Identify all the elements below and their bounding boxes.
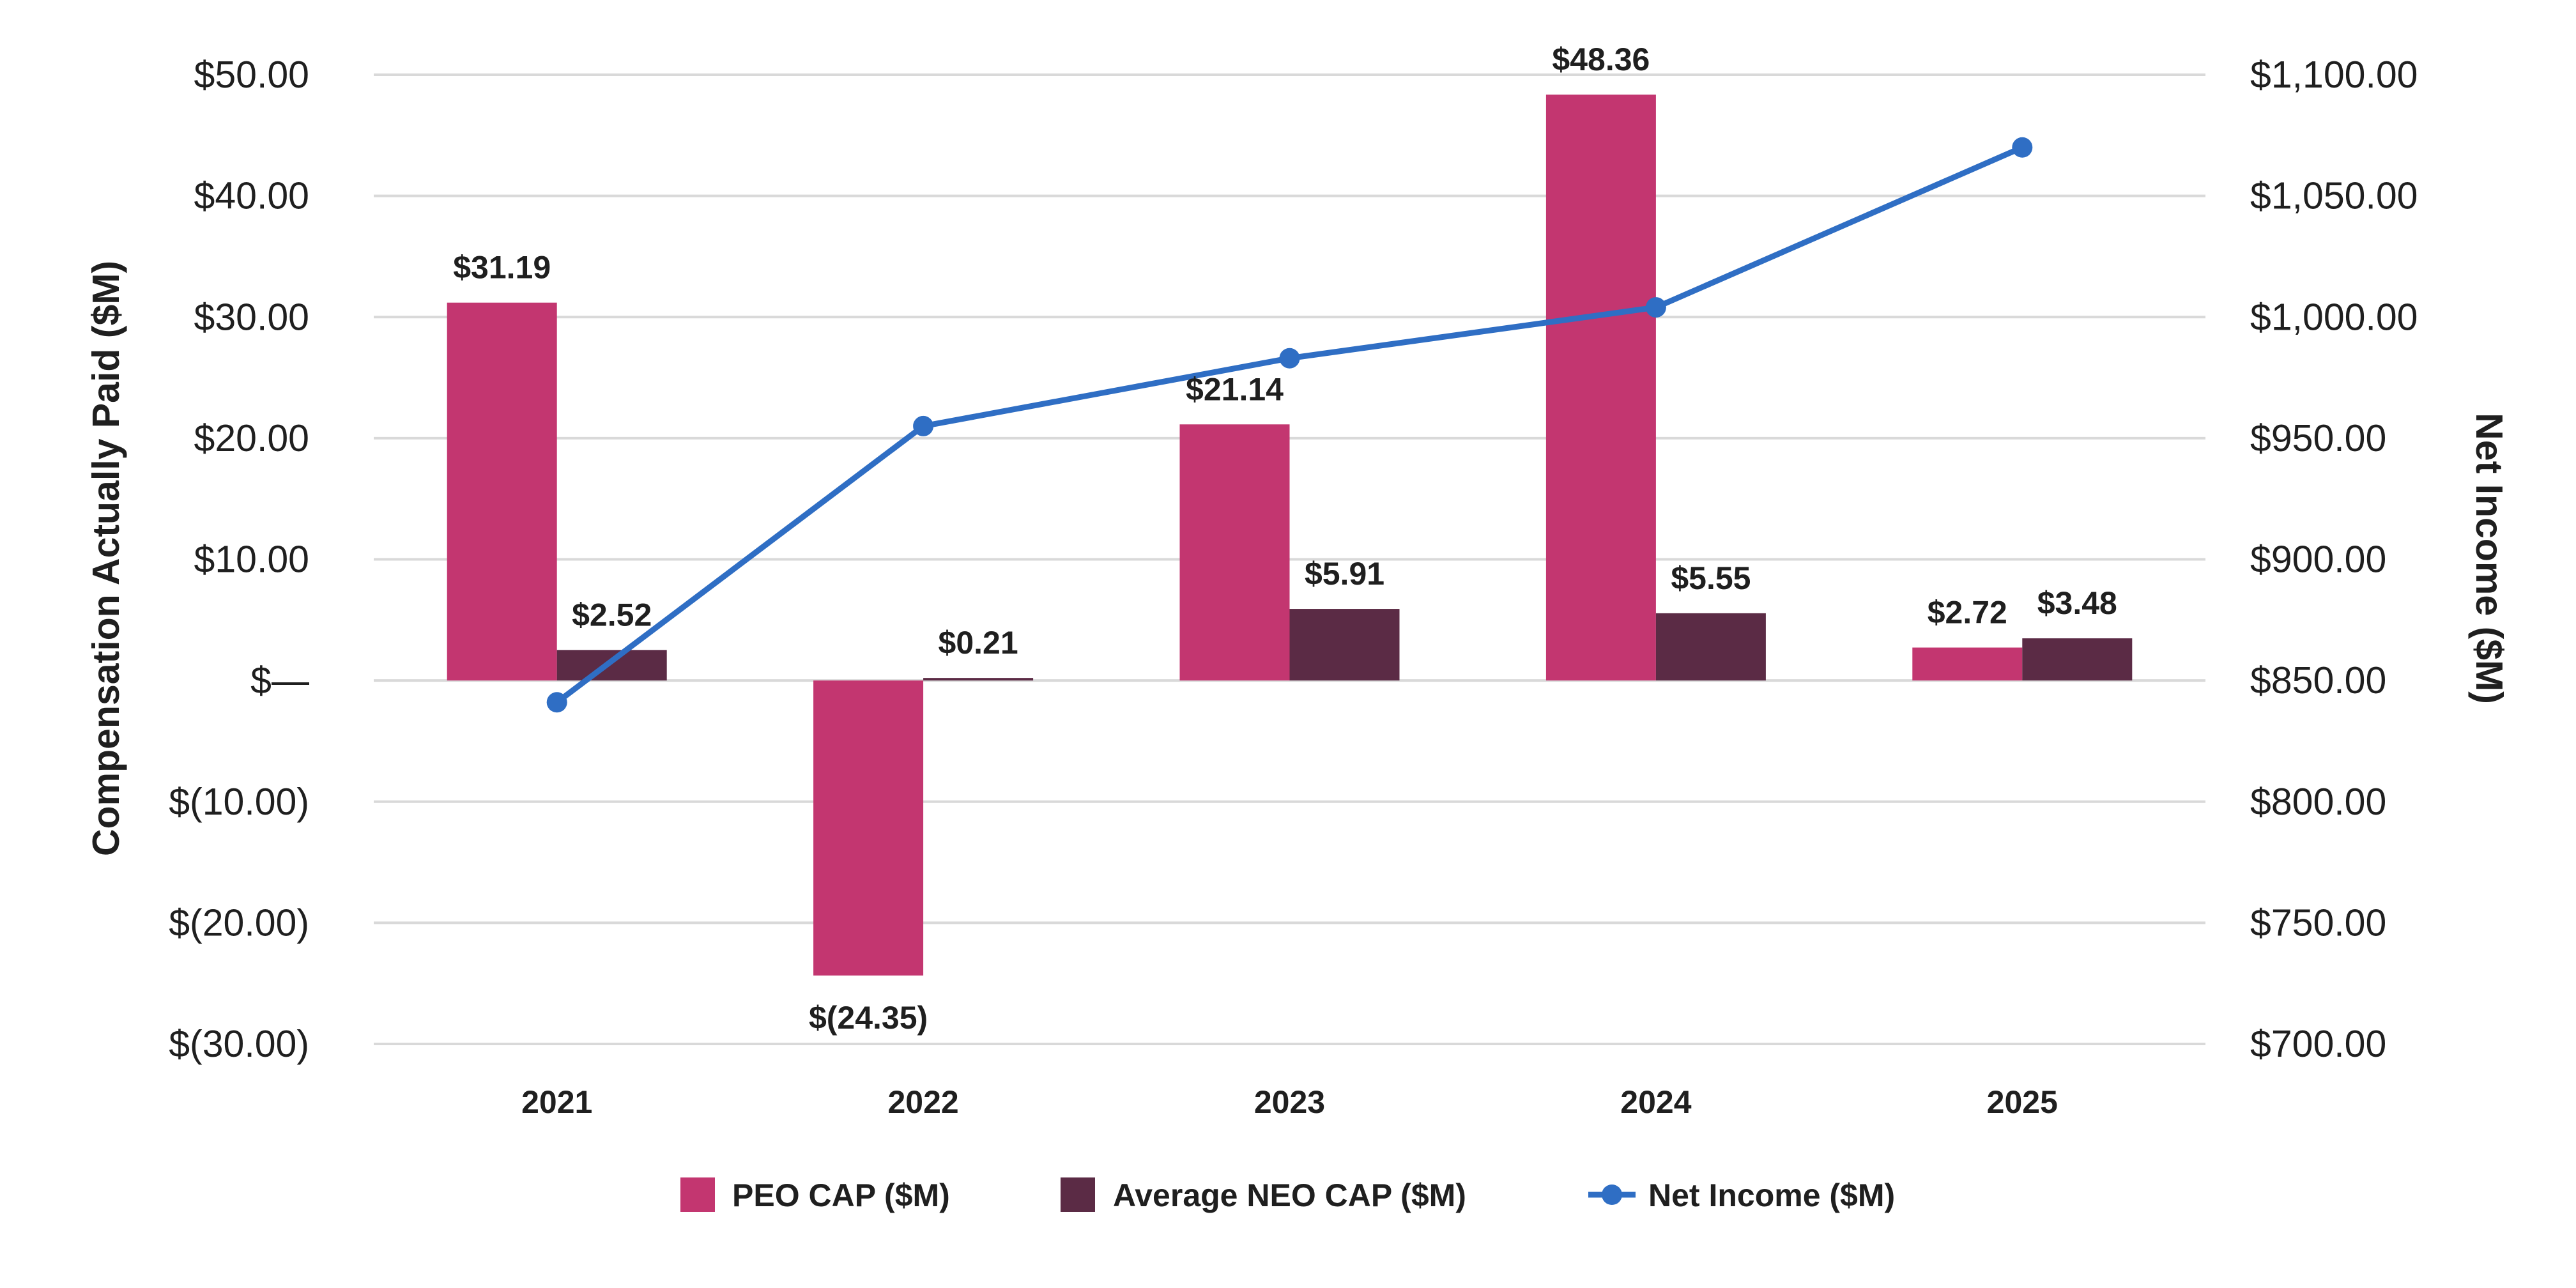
right-axis-tick-label: $900.00	[2250, 539, 2386, 581]
net-income-point-2025	[2012, 137, 2033, 158]
legend-swatch-average-neo-cap	[1061, 1177, 1095, 1212]
x-axis-tick-label: 2021	[521, 1084, 592, 1120]
data-label-average-neo-cap-2022: $0.21	[939, 625, 1018, 661]
data-label-average-neo-cap-2021: $2.52	[572, 597, 652, 632]
right-axis-tick-label: $950.00	[2250, 417, 2386, 459]
data-labels: $31.19 $(24.35) $21.14 $48.36 $2.72 $2.52 $0.2…	[453, 42, 2117, 1036]
bar-peo-cap-2022	[813, 680, 924, 976]
bars	[447, 95, 2133, 976]
bar-peo-cap-2025	[1912, 647, 2023, 681]
left-axis-title: Compensation Actually Paid ($M)	[85, 261, 127, 856]
data-label-average-neo-cap-2023: $5.91	[1305, 556, 1384, 592]
right-axis-tick-label: $800.00	[2250, 781, 2386, 823]
legend-label-average-neo-cap: Average NEO CAP ($M)	[1113, 1177, 1466, 1213]
net-income-point-2024	[1645, 297, 1666, 318]
bar-average-neo-cap-2023	[1289, 609, 1400, 681]
right-axis-title: Net Income ($M)	[2468, 413, 2510, 704]
right-axis-tick-label: $1,100.00	[2250, 54, 2418, 96]
right-axis-tick-label: $700.00	[2250, 1023, 2386, 1065]
bar-average-neo-cap-2022	[923, 678, 1034, 681]
left-axis-tick-label: $(10.00)	[169, 781, 309, 823]
data-label-average-neo-cap-2025: $3.48	[2037, 585, 2117, 621]
left-axis-tick-label: $10.00	[194, 539, 309, 581]
bar-peo-cap-2021	[447, 302, 557, 681]
right-axis-tick-label: $1,050.00	[2250, 175, 2418, 217]
right-axis-tick-label: $850.00	[2250, 659, 2386, 702]
legend-label-peo-cap: PEO CAP ($M)	[732, 1177, 950, 1213]
left-axis-tick-label: $(20.00)	[169, 901, 309, 944]
legend-swatch-peo-cap	[680, 1177, 715, 1212]
net-income-point-2021	[546, 692, 567, 713]
legend: PEO CAP ($M) Average NEO CAP ($M) Net In…	[680, 1177, 1895, 1213]
bar-average-neo-cap-2021	[556, 650, 667, 681]
net-income-point-2023	[1279, 348, 1300, 369]
left-axis-tick-label: $—	[250, 659, 309, 702]
legend-label-net-income: Net Income ($M)	[1648, 1177, 1895, 1213]
x-axis-tick-label: 2022	[887, 1084, 958, 1120]
x-axis-tick-label: 2025	[1987, 1084, 2058, 1120]
left-axis-tick-label: $20.00	[194, 417, 309, 459]
bar-peo-cap-2024	[1545, 95, 1656, 681]
bar-peo-cap-2023	[1179, 424, 1290, 681]
bar-average-neo-cap-2025	[2022, 638, 2133, 681]
data-label-peo-cap-2022: $(24.35)	[809, 1000, 928, 1036]
x-axis-ticks: 2021 2022 2023 2024 2025	[521, 1084, 2058, 1120]
right-axis-tick-label: $750.00	[2250, 901, 2386, 944]
net-income-line-group	[546, 137, 2033, 713]
left-axis-tick-label: $40.00	[194, 175, 309, 217]
left-axis-tick-label: $(30.00)	[169, 1023, 309, 1065]
data-label-peo-cap-2024: $48.36	[1552, 42, 1650, 77]
left-axis-tick-label: $50.00	[194, 54, 309, 96]
left-axis-tick-label: $30.00	[194, 296, 309, 338]
legend-marker-net-income	[1602, 1184, 1622, 1205]
data-label-average-neo-cap-2024: $5.55	[1671, 560, 1751, 596]
data-label-peo-cap-2021: $31.19	[453, 250, 551, 286]
net-income-point-2022	[913, 415, 934, 436]
right-axis-tick-label: $1,000.00	[2250, 296, 2418, 338]
x-axis-tick-label: 2024	[1620, 1084, 1691, 1120]
data-label-peo-cap-2025: $2.72	[1928, 595, 2007, 631]
x-axis-tick-label: 2023	[1254, 1084, 1325, 1120]
left-axis-ticks: $50.00 $40.00 $30.00 $20.00 $10.00 $— $(10.00)…	[169, 54, 309, 1065]
bar-average-neo-cap-2024	[1655, 613, 1766, 681]
right-axis-ticks: $1,100.00 $1,050.00 $1,000.00 $950.00 $900.0…	[2250, 54, 2418, 1065]
data-label-peo-cap-2023: $21.14	[1186, 371, 1284, 407]
